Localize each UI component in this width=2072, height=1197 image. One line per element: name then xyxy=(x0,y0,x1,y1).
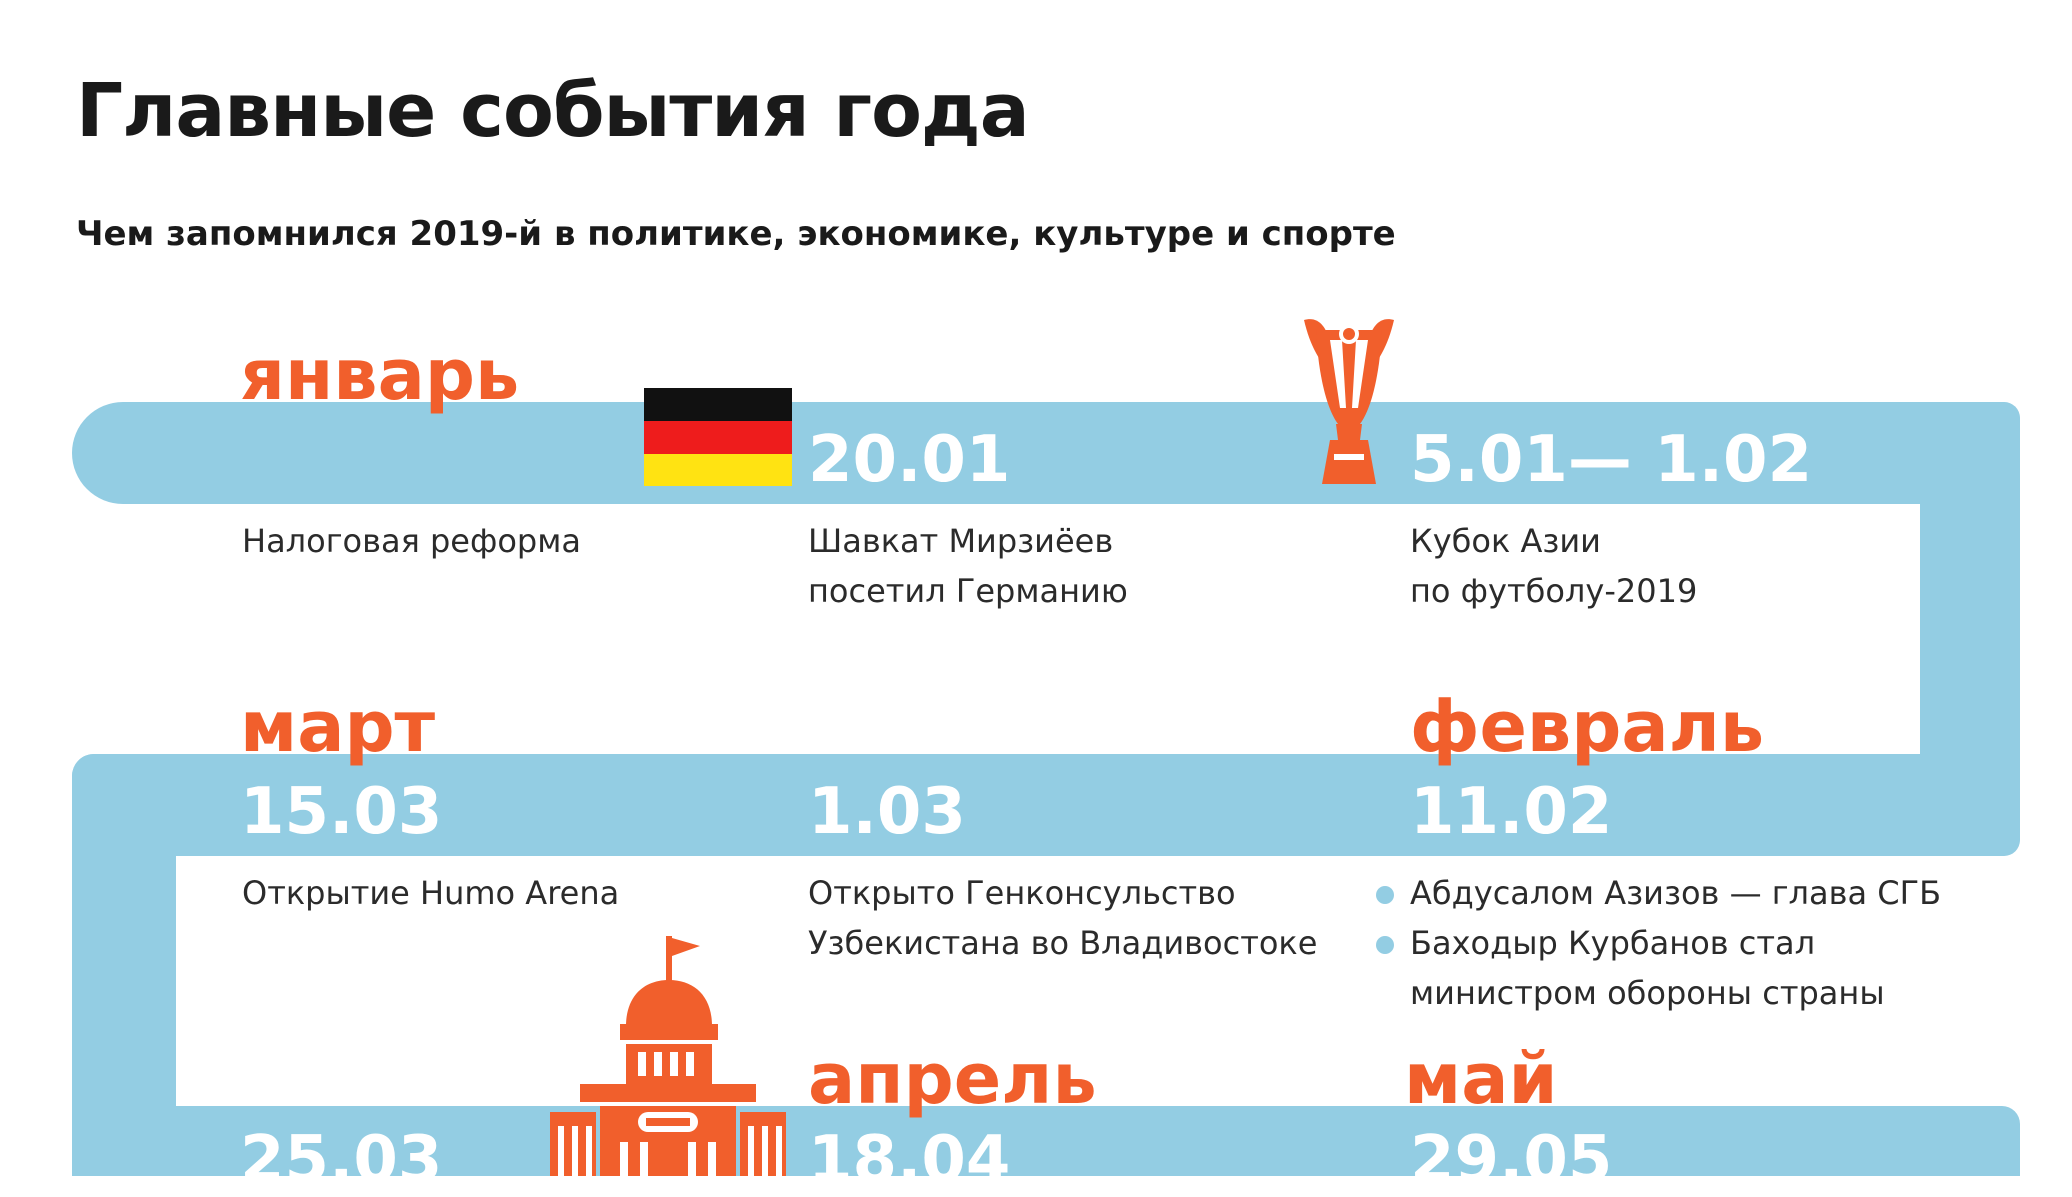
page-subtitle: Чем запомнился 2019-й в политике, эконом… xyxy=(76,214,1396,254)
event-appointments-list: Абдусалом Азизов — глава СГБ Баходыр Кур… xyxy=(1376,868,1942,1018)
event-appointments-date: 11.02 xyxy=(1410,775,1613,849)
month-may: май xyxy=(1404,1038,1558,1120)
list-item: Баходыр Курбанов стал xyxy=(1376,918,1941,968)
list-item: министром обороны страны xyxy=(1410,968,1941,1018)
event-germany-desc-line: Шавкат Мирзиёев xyxy=(808,522,1114,560)
bullet-icon xyxy=(1376,886,1394,904)
event-tax-reform-desc: Налоговая реформа xyxy=(242,522,581,560)
event-consulate-desc-line: Открыто Генконсульство xyxy=(808,874,1236,912)
event-consulate-date: 1.03 xyxy=(808,775,966,849)
germany-flag-icon xyxy=(644,388,792,486)
event-asian-cup-date: 5.01— 1.02 xyxy=(1410,423,1813,497)
month-march: март xyxy=(240,686,436,768)
month-january: январь xyxy=(240,334,520,416)
event-consulate-desc-line: Узбекистана во Владивостоке xyxy=(808,924,1318,962)
event-asian-cup-desc-line: Кубок Азии xyxy=(1410,522,1601,560)
list-item-text: Баходыр Курбанов стал xyxy=(1410,924,1816,962)
page-title: Главные события года xyxy=(76,68,1030,154)
band-left-connector xyxy=(72,754,176,1176)
event-germany-date: 20.01 xyxy=(808,423,1011,497)
band-row-2 xyxy=(72,754,2020,856)
event-asian-cup-desc: Кубок Азии по футболу-2019 xyxy=(1410,516,1697,616)
event-2503-date: 25.03 xyxy=(240,1123,443,1197)
list-item-text: министром обороны страны xyxy=(1410,974,1885,1012)
trophy-icon xyxy=(1304,319,1394,484)
bullet-icon xyxy=(1376,936,1394,954)
event-germany-desc-line: посетил Германию xyxy=(808,572,1128,610)
month-april: апрель xyxy=(808,1038,1097,1120)
event-humo-arena-date: 15.03 xyxy=(240,775,443,849)
event-2905-date: 29.05 xyxy=(1410,1123,1613,1197)
parliament-building-icon xyxy=(550,936,786,1176)
event-humo-arena-desc: Открытие Humo Arena xyxy=(242,874,620,912)
event-consulate-desc: Открыто Генконсульство Узбекистана во Вл… xyxy=(808,868,1317,968)
list-item-text: Абдусалом Азизов — глава СГБ xyxy=(1410,874,1942,912)
event-asian-cup-desc-line: по футболу-2019 xyxy=(1410,572,1698,610)
event-germany-desc: Шавкат Мирзиёев посетил Германию xyxy=(808,516,1128,616)
list-item: Абдусалом Азизов — глава СГБ xyxy=(1376,868,1942,918)
event-1804-date: 18.04 xyxy=(808,1123,1011,1197)
band-row-3 xyxy=(72,1106,2020,1176)
band-row-1 xyxy=(72,402,2020,504)
month-february: февраль xyxy=(1410,686,1765,768)
